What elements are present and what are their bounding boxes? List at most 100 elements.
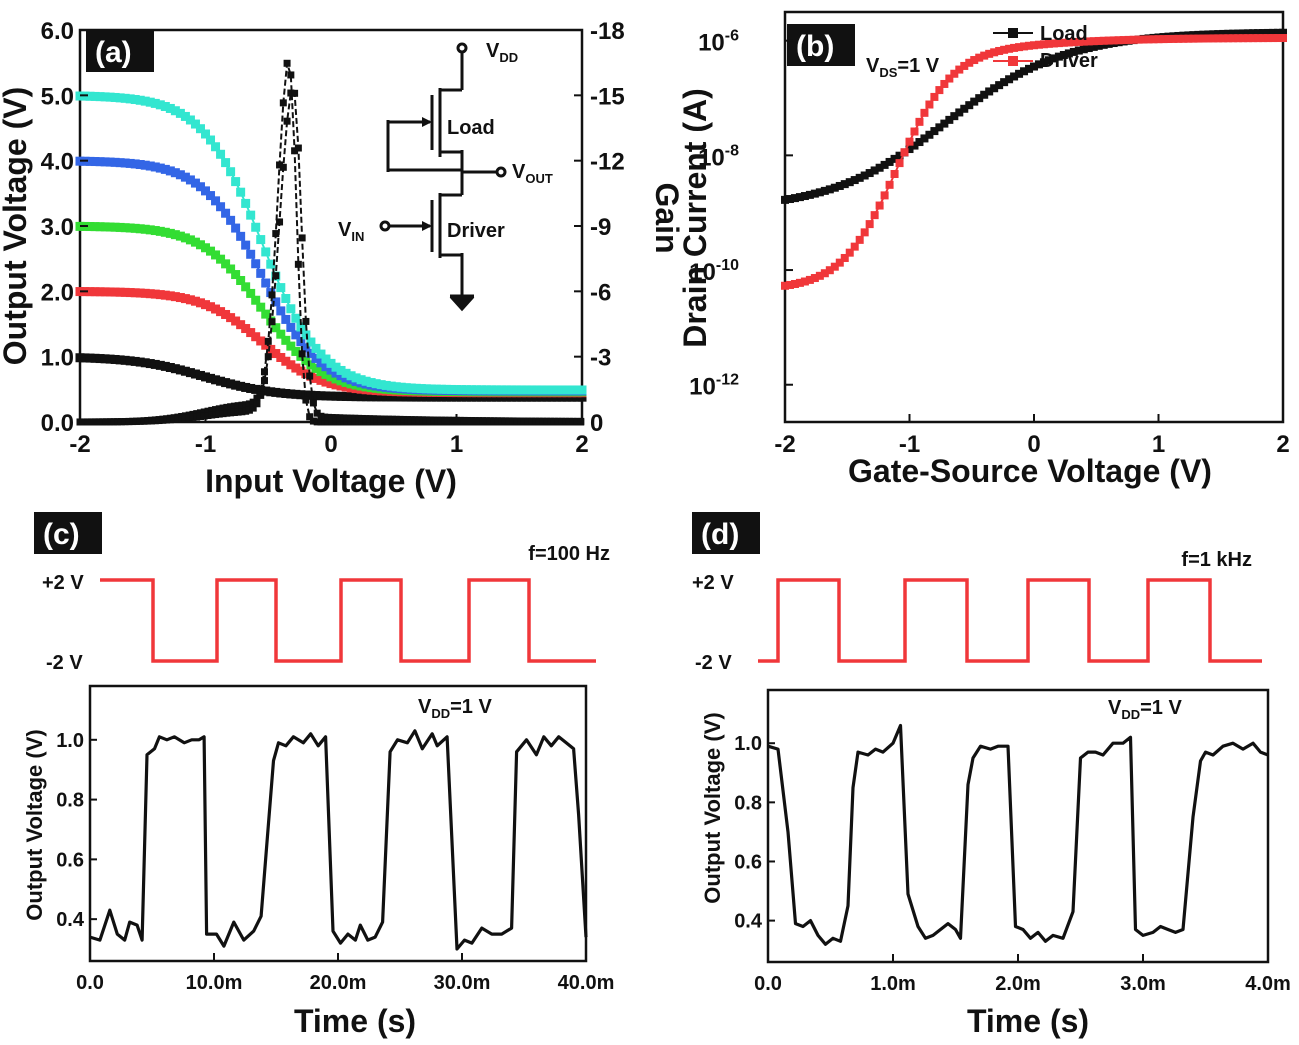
a-data-point xyxy=(331,391,341,401)
a-data-point xyxy=(135,224,145,234)
b-driver-curve-point xyxy=(965,58,974,67)
panel-c: (c) f=100 Hz +2 V -2 V VDD=1 V 0.0 10.0m 2… xyxy=(22,512,614,1039)
a-data-point xyxy=(562,385,572,395)
b-driver-curve-point xyxy=(1214,34,1223,43)
a-data-point xyxy=(316,367,326,377)
a-data-point xyxy=(522,385,532,395)
a-y2-tick-label: -18 xyxy=(590,18,625,45)
a-data-point xyxy=(105,157,115,167)
a-data-point xyxy=(90,91,100,101)
a-data-point xyxy=(291,363,301,373)
a-data-point xyxy=(211,304,221,314)
b-load-curve-point xyxy=(835,181,844,190)
a-data-point xyxy=(105,287,115,297)
b-driver-curve-point xyxy=(1054,39,1063,48)
a-data-point xyxy=(436,384,446,394)
a-gain-point xyxy=(219,404,227,412)
b-load-curve-point xyxy=(800,192,809,201)
a-data-point xyxy=(185,115,195,125)
a-gain-point xyxy=(223,409,231,417)
panel-label-box-c xyxy=(34,512,102,554)
a-gain-point xyxy=(396,415,404,423)
a-gain-point xyxy=(249,398,257,406)
b-load-curve-point xyxy=(1005,75,1014,84)
a-data-point xyxy=(537,385,547,395)
b-load-curve-point xyxy=(1069,47,1078,56)
b-driver-curve-point xyxy=(1020,42,1029,51)
b-load-curve-point xyxy=(1039,58,1048,67)
a-data-point xyxy=(241,282,251,292)
a-data-point xyxy=(286,322,296,332)
d-output-trace xyxy=(767,723,1269,946)
a-data-point xyxy=(356,392,366,402)
a-data-point xyxy=(216,307,226,317)
a-data-point xyxy=(336,381,346,391)
a-data-point xyxy=(85,353,95,363)
a-gain-point xyxy=(302,317,310,325)
a-data-point xyxy=(125,223,135,233)
a-data-point xyxy=(406,383,416,393)
a-gain-point xyxy=(125,418,133,426)
a-gain-point xyxy=(437,416,445,424)
a-data-point xyxy=(185,295,195,305)
a-data-point xyxy=(281,335,291,345)
b-driver-curve-point xyxy=(1239,34,1248,43)
a-data-point xyxy=(100,354,110,364)
a-gain-point xyxy=(291,89,299,97)
b-driver-curve-point xyxy=(1159,35,1168,44)
a-data-point xyxy=(371,379,381,389)
a-gain-point xyxy=(407,416,415,424)
a-gain-point xyxy=(471,417,479,425)
a-data-point xyxy=(175,231,185,241)
a-gain-point xyxy=(227,403,235,411)
a-gain-point xyxy=(411,416,419,424)
b-driver-curve-point xyxy=(1030,41,1038,50)
a-gain-point xyxy=(212,411,220,419)
b-load-curve-point xyxy=(830,183,839,192)
vin-terminal xyxy=(379,220,391,232)
transient-x-tick-label: 10.0m xyxy=(186,972,243,994)
a-gain-point xyxy=(276,218,284,226)
a-gain-point xyxy=(132,417,140,425)
a-gain-point xyxy=(332,414,340,422)
a-data-point xyxy=(261,278,271,288)
a-data-point xyxy=(160,290,170,300)
a-data-point xyxy=(115,93,125,103)
a-data-point xyxy=(391,392,401,402)
b-driver-curve-point xyxy=(1164,35,1173,44)
b-driver-curve-point xyxy=(1049,39,1058,48)
a-gain-point xyxy=(291,147,299,155)
b-driver-curve-point xyxy=(1079,37,1088,46)
a-data-point xyxy=(100,222,110,232)
a-data-point xyxy=(140,358,150,368)
b-driver-curve-point xyxy=(815,271,824,280)
a-data-point xyxy=(552,385,562,395)
a-y2-axis-title: Gain xyxy=(649,182,685,253)
a-data-point xyxy=(236,381,246,391)
a-data-point xyxy=(251,332,261,342)
a-data-point xyxy=(190,237,200,247)
a-data-point xyxy=(180,233,190,243)
a-data-point xyxy=(195,240,205,250)
b-driver-curve-point xyxy=(925,100,934,109)
d-input-low-label: -2 V xyxy=(695,652,732,674)
b-driver-curve-point xyxy=(835,258,844,267)
a-data-point xyxy=(165,291,175,301)
a-data-point xyxy=(241,240,251,250)
a-data-point xyxy=(211,142,221,152)
a-gain-point xyxy=(204,407,212,415)
b-driver-curve-point xyxy=(915,117,924,126)
a-gain-point xyxy=(283,59,291,67)
b-load-curve-point xyxy=(945,115,954,124)
a-gain-point xyxy=(520,417,528,425)
a-data-point xyxy=(236,187,246,197)
a-data-point xyxy=(351,392,361,402)
a-data-point xyxy=(396,392,406,402)
a-gain-point xyxy=(306,372,314,380)
b-y-tick-label: 10-12 xyxy=(689,372,739,401)
a-data-point xyxy=(271,387,281,397)
a-gain-point xyxy=(321,418,329,426)
a-data-point xyxy=(221,309,231,319)
b-driver-curve-point xyxy=(890,170,899,179)
a-gain-point xyxy=(321,413,329,421)
